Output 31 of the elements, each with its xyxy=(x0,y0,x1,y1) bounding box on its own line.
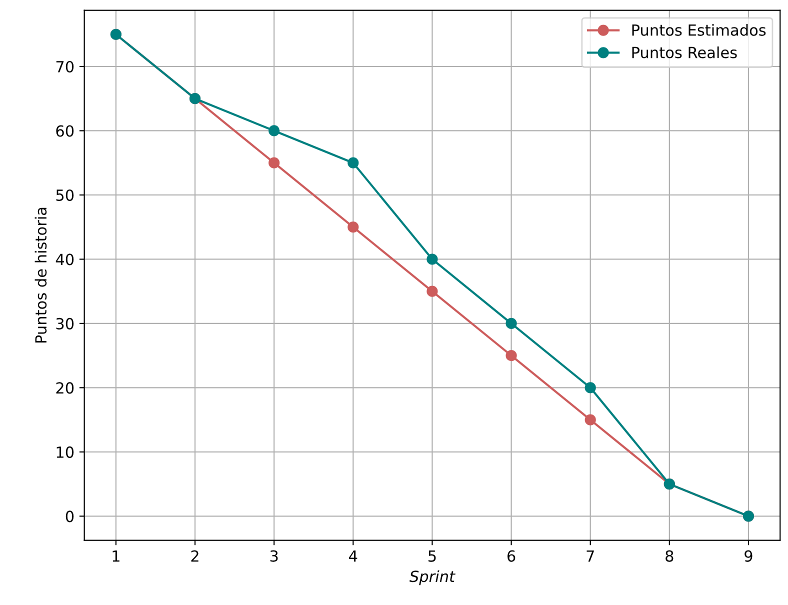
point xyxy=(584,414,596,426)
y-axis-title: Puntos de historia xyxy=(34,208,47,343)
x-tick-label: 9 xyxy=(744,550,752,562)
y-tick-label: 10 xyxy=(56,446,74,458)
point xyxy=(506,350,517,362)
y-tick-label: 0 xyxy=(66,510,74,522)
point xyxy=(426,254,438,265)
y-tick-label: 40 xyxy=(56,254,74,266)
x-tick-label: 4 xyxy=(349,550,358,562)
legend-label: Puntos Reales xyxy=(632,46,737,58)
point xyxy=(426,286,438,297)
y-tick-label: 20 xyxy=(56,382,74,394)
y-tick-label: 30 xyxy=(56,318,74,330)
y-tick-label: 70 xyxy=(56,60,74,73)
x-axis-title: Sprint xyxy=(410,570,456,586)
x-tick-label: 8 xyxy=(666,550,674,562)
y-tick-label: 50 xyxy=(56,189,74,201)
x-tick-label: 1 xyxy=(112,550,120,562)
point xyxy=(268,157,280,168)
x-tick-label: 6 xyxy=(507,550,516,562)
y-tick-label: 60 xyxy=(56,125,74,137)
x-tick-label: 7 xyxy=(586,550,594,562)
point xyxy=(584,382,596,394)
x-tick-label: 3 xyxy=(270,550,278,562)
x-tick-label: 2 xyxy=(191,550,198,562)
point xyxy=(268,125,280,136)
point xyxy=(348,222,359,233)
point xyxy=(506,318,517,330)
x-tick-label: 5 xyxy=(428,550,436,562)
point xyxy=(348,157,359,168)
legend-label: Puntos Estimados xyxy=(632,24,766,36)
